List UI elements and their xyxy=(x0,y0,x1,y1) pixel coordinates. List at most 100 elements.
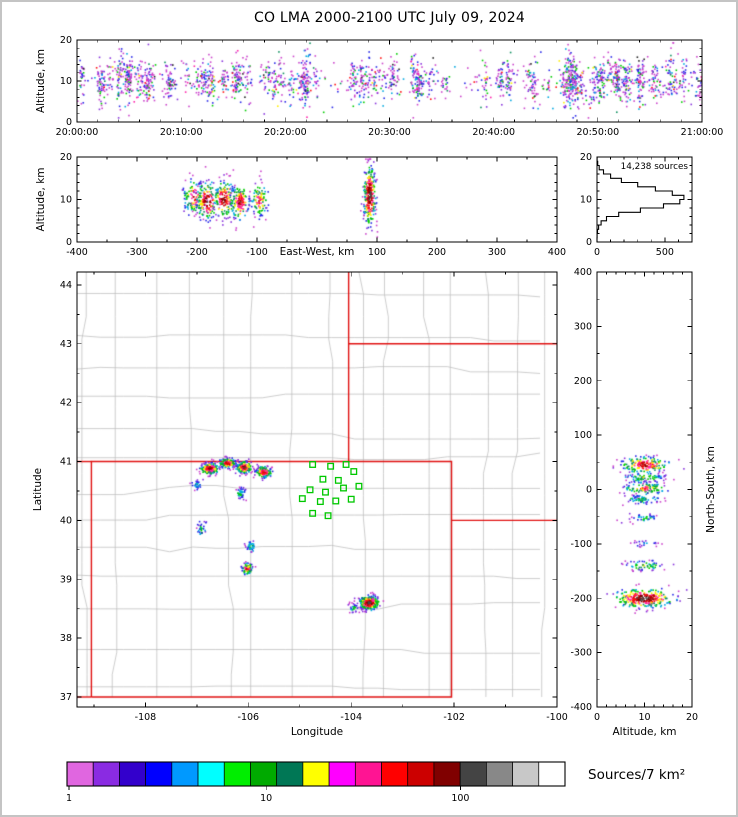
map-ylabel: Latitude xyxy=(32,468,44,511)
station-square-icon xyxy=(347,495,355,503)
tick-label: -400 xyxy=(66,247,88,258)
ns-ylabel: North-South, km xyxy=(705,446,717,533)
tick-label: 0 xyxy=(594,247,600,258)
time-height-frame xyxy=(76,39,703,123)
tick-label: 100 xyxy=(574,430,592,441)
tick-label: -106 xyxy=(238,712,260,723)
colorbar-swatch xyxy=(250,761,278,787)
station-square-icon xyxy=(324,512,332,520)
colorbar-swatch xyxy=(381,761,409,787)
tick-label: 38 xyxy=(60,633,72,644)
tick-label: -100 xyxy=(246,247,268,258)
colorbar-swatch xyxy=(66,761,94,787)
tick-label: 21:00:00 xyxy=(681,127,724,138)
station-square-icon xyxy=(309,509,317,517)
colorbar-swatch xyxy=(407,761,435,787)
tick-label: 20:30:00 xyxy=(368,127,411,138)
tick-label: 44 xyxy=(60,280,72,291)
density-colorbar xyxy=(66,761,566,787)
tick-label: 20 xyxy=(580,152,592,163)
tick-label: 43 xyxy=(60,339,72,350)
colorbar-swatch xyxy=(119,761,146,787)
tick-label: 10 xyxy=(580,195,592,206)
source-count-annotation: 14,238 sources xyxy=(621,162,689,172)
station-square-icon xyxy=(322,488,329,496)
tick-label: 400 xyxy=(574,267,592,278)
tick-label: -102 xyxy=(443,712,465,723)
tick-label: 20:40:00 xyxy=(472,127,515,138)
colorbar-swatch xyxy=(538,761,566,787)
tick-label: 400 xyxy=(548,247,566,258)
tick-label: -200 xyxy=(570,593,592,604)
station-square-icon xyxy=(306,486,314,494)
ew-height-ylabel: Altitude, km xyxy=(35,167,47,231)
station-square-icon xyxy=(327,462,335,470)
colorbar-tick-label: 1 xyxy=(66,793,72,804)
colorbar-tick-label: 10 xyxy=(260,793,272,804)
colorbar-swatch xyxy=(223,761,251,787)
tick-label: 20:10:00 xyxy=(160,127,203,138)
colorbar-swatch xyxy=(197,761,225,787)
colorbar-swatch xyxy=(276,761,304,787)
altitude-histogram-curve xyxy=(596,156,685,242)
tick-label: 42 xyxy=(60,398,72,409)
tick-label: 41 xyxy=(60,457,72,468)
tick-label: 37 xyxy=(60,692,72,703)
colorbar-swatch xyxy=(171,761,199,787)
tick-label: 20:00:00 xyxy=(56,127,99,138)
colorbar-title: Sources/7 km² xyxy=(588,767,685,783)
tick-label: -100 xyxy=(570,539,592,550)
tick-label: -300 xyxy=(126,247,148,258)
station-square-icon xyxy=(350,468,358,475)
tick-label: 39 xyxy=(60,574,72,585)
map-xlabel: Longitude xyxy=(291,726,343,738)
tick-label: -108 xyxy=(135,712,157,723)
station-square-icon xyxy=(316,498,324,506)
tick-label: 500 xyxy=(656,247,674,258)
station-square-icon xyxy=(298,495,306,503)
colorbar-swatch xyxy=(354,761,382,787)
ns-height-frame xyxy=(596,271,693,708)
ew-height-frame xyxy=(76,156,558,243)
station-square-icon xyxy=(332,497,340,505)
tick-label: 20:20:00 xyxy=(264,127,307,138)
colorbar-frame xyxy=(66,761,566,787)
station-square-icon xyxy=(319,475,327,483)
colorbar-swatch xyxy=(302,761,330,787)
station-square-icon xyxy=(309,461,317,468)
colorbar-tick-label: 100 xyxy=(451,793,469,804)
tick-label: -104 xyxy=(340,712,362,723)
ew-xlabel: East-West, km xyxy=(280,246,355,258)
station-square-icon xyxy=(355,482,363,490)
tick-label: 0 xyxy=(66,117,72,128)
station-square-icon xyxy=(334,476,342,484)
colorbar-swatch xyxy=(459,761,487,787)
tick-label: 40 xyxy=(60,515,72,526)
tick-label: -400 xyxy=(570,702,592,713)
tick-label: 200 xyxy=(428,247,446,258)
tick-label: 0 xyxy=(594,712,600,723)
tick-label: 20:50:00 xyxy=(576,127,619,138)
tick-label: 100 xyxy=(368,247,386,258)
colorbar-swatch xyxy=(145,761,173,787)
tick-label: 10 xyxy=(60,76,72,87)
tick-label: 20 xyxy=(686,712,698,723)
colorbar-swatch xyxy=(512,761,540,787)
colorbar-swatch xyxy=(328,761,356,787)
axis-text: 20:00:00 20:10:00 20:20:00 20:30:00 20:40:00… xyxy=(32,35,723,804)
tick-label: -200 xyxy=(186,247,208,258)
time-height-ylabel: Altitude, km xyxy=(35,49,47,113)
station-square-icon xyxy=(340,484,347,492)
tick-label: 300 xyxy=(488,247,506,258)
axis-lines xyxy=(68,39,703,790)
tick-label: 300 xyxy=(574,321,592,332)
tick-label: 10 xyxy=(60,195,72,206)
tick-label: 0 xyxy=(586,485,592,496)
tick-label: 200 xyxy=(574,376,592,387)
ns-xlabel: Altitude, km xyxy=(612,726,676,738)
colorbar-swatch xyxy=(486,761,513,787)
tick-label: 20 xyxy=(60,35,72,46)
